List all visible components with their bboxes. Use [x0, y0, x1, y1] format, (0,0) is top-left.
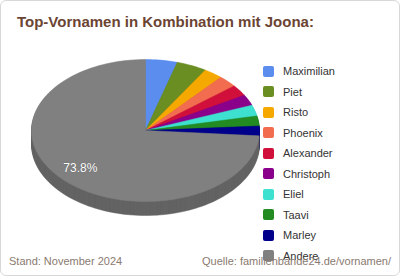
html-text:Christoph: Christoph	[283, 167, 331, 180]
html-text:Alexander: Alexander	[283, 147, 333, 160]
html-text:Maximilian: Maximilian	[283, 65, 335, 78]
html-text:Marley: Marley	[283, 229, 316, 242]
html-text:Phoenix: Phoenix	[283, 126, 323, 139]
html-text:Piet: Piet	[283, 85, 302, 98]
html-text:Andere: Andere	[283, 249, 319, 262]
html-text:Top-Vornamen in Kombination mi: Top-Vornamen in Kombination mit Joona:	[17, 13, 314, 30]
svg-text:73.8%: 73.8%	[63, 161, 97, 175]
html-text:Stand: November 2024: Stand: November 2024	[9, 255, 123, 267]
html-text:Eliel: Eliel	[283, 188, 304, 201]
html-text:Risto: Risto	[283, 106, 309, 119]
html-text:Quelle: familienbande24.de/vor: Quelle: familienbande24.de/vornamen/	[202, 255, 391, 267]
html-text:Taavi: Taavi	[283, 208, 309, 221]
